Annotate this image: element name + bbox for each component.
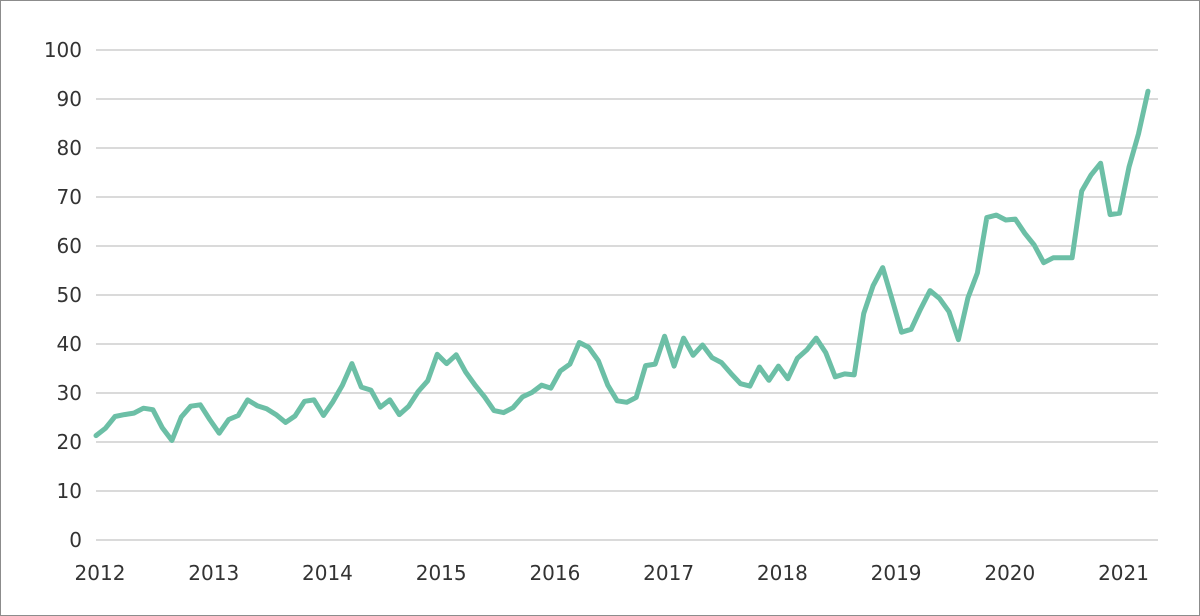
y-tick-label: 50 <box>57 283 82 307</box>
x-tick-label: 2019 <box>871 561 922 585</box>
x-tick-label: 2016 <box>529 561 580 585</box>
y-tick-label: 20 <box>57 430 82 454</box>
x-tick-label: 2018 <box>757 561 808 585</box>
y-tick-label: 80 <box>57 136 82 160</box>
x-tick-label: 2012 <box>75 561 126 585</box>
y-tick-label: 90 <box>57 87 82 111</box>
x-tick-label: 2017 <box>643 561 694 585</box>
y-tick-label: 30 <box>57 381 82 405</box>
series-lines <box>93 88 1151 443</box>
x-tick-label: 2015 <box>416 561 467 585</box>
x-tick-label: 2020 <box>984 561 1035 585</box>
series-line-0 <box>93 88 1151 443</box>
y-tick-label: 0 <box>69 528 82 552</box>
y-tick-label: 40 <box>57 332 82 356</box>
y-tick-label: 70 <box>57 185 82 209</box>
y-tick-label: 10 <box>57 479 82 503</box>
x-axis-tick-labels: 2012 2013 2014 2015 2016 2017 2018 2019 2020 2021 <box>75 561 1149 585</box>
x-tick-label: 2014 <box>302 561 353 585</box>
y-tick-label: 100 <box>44 38 82 62</box>
y-axis-tick-labels: 0 10 20 30 40 50 60 70 80 90 100 <box>44 38 82 552</box>
x-tick-label: 2021 <box>1098 561 1149 585</box>
gridlines <box>96 49 1158 541</box>
x-tick-label: 2013 <box>188 561 239 585</box>
y-tick-label: 60 <box>57 234 82 258</box>
